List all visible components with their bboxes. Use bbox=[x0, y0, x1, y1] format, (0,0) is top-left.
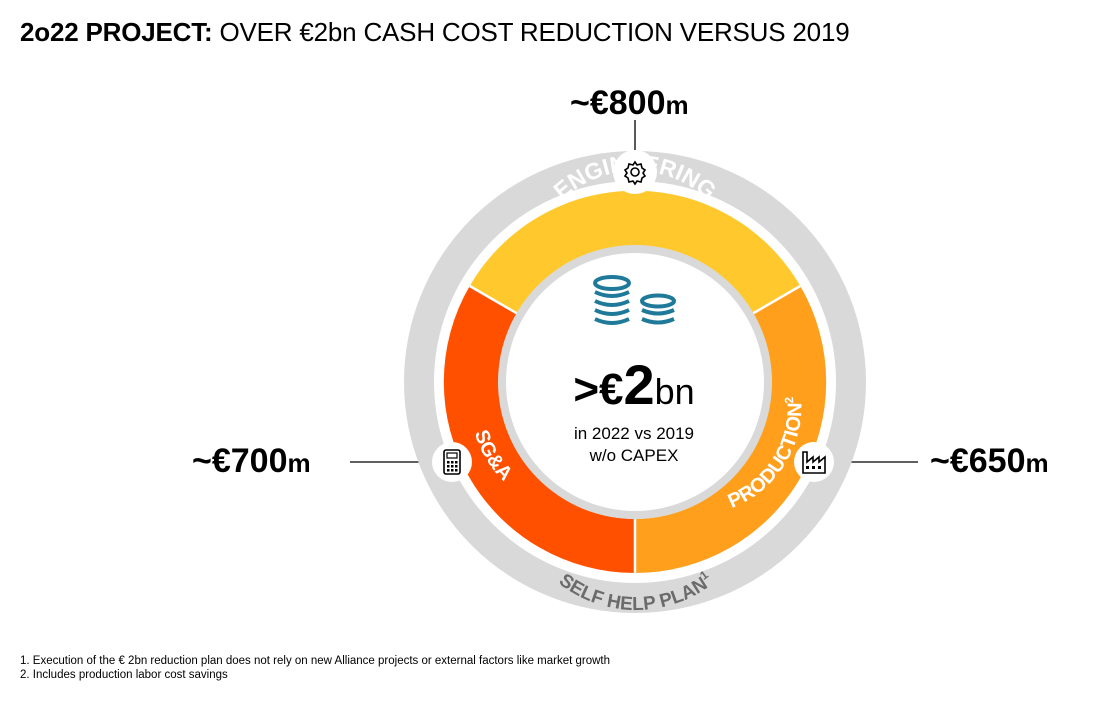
factory-icon bbox=[794, 442, 834, 482]
center-total-number: 2 bbox=[623, 353, 655, 416]
title-rest: OVER €2bn CASH COST REDUCTION VERSUS 201… bbox=[212, 17, 850, 47]
engineering-unit: m bbox=[665, 90, 689, 120]
footnote-2: 2. Includes production labor cost saving… bbox=[20, 669, 228, 681]
center-subtitle-2: w/o CAPEX bbox=[589, 446, 679, 465]
footnotes: 1. Execution of the € 2bn reduction plan… bbox=[20, 654, 610, 682]
separator-line bbox=[469, 284, 518, 315]
footnote-1: 1. Execution of the € 2bn reduction plan… bbox=[20, 655, 611, 667]
engineering-amount: ~€800 bbox=[570, 84, 666, 122]
separator-line bbox=[752, 284, 801, 315]
calculator-icon bbox=[432, 442, 472, 482]
engineering-value: ~€800m bbox=[570, 84, 689, 123]
center-total-prefix: >€ bbox=[573, 365, 624, 414]
production-superscript: 2 bbox=[782, 396, 796, 404]
coins-icon bbox=[593, 275, 676, 325]
production-amount: ~€650 bbox=[930, 442, 1026, 480]
gear-icon bbox=[613, 150, 657, 194]
production-value: ~€650m bbox=[930, 442, 1049, 481]
center-total-unit: bn bbox=[654, 371, 695, 412]
center-disc bbox=[506, 253, 764, 511]
segment-engineering bbox=[469, 190, 801, 314]
center-total: >€2bn bbox=[534, 352, 734, 417]
sga-amount: ~€700 bbox=[192, 442, 288, 480]
page-title: 2o22 PROJECT: OVER €2bn CASH COST REDUCT… bbox=[20, 17, 850, 48]
title-bold: 2o22 PROJECT: bbox=[20, 17, 213, 47]
production-unit: m bbox=[1025, 448, 1049, 478]
segment-sga bbox=[443, 286, 635, 574]
segment-production bbox=[635, 286, 827, 574]
center-subtitle-1: in 2022 vs 2019 bbox=[573, 424, 695, 443]
sga-value: ~€700m bbox=[192, 442, 311, 481]
sga-unit: m bbox=[287, 448, 311, 478]
